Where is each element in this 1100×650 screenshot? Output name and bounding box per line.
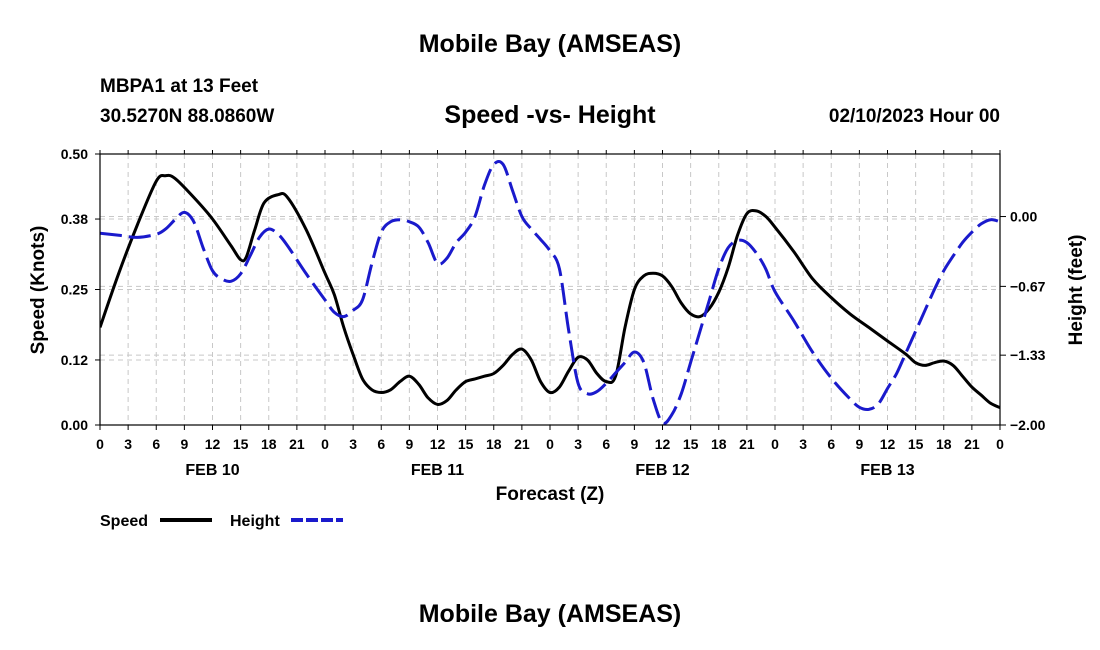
x-tick-label: 15: [233, 436, 249, 452]
legend-label-speed: Speed: [100, 513, 148, 530]
date-label: FEB 12: [635, 462, 689, 479]
date-label: FEB 13: [860, 462, 914, 479]
y-right-tick-label: 0.00: [1010, 209, 1037, 225]
height-series-line: [100, 159, 1000, 425]
x-tick-label: 6: [827, 436, 835, 452]
x-tick-label: 0: [321, 436, 329, 452]
x-tick-label: 18: [711, 436, 727, 452]
x-tick-label: 21: [289, 436, 305, 452]
x-tick-label: 9: [630, 436, 638, 452]
station-label: MBPA1 at 13 Feet: [100, 76, 259, 97]
x-tick-label: 15: [908, 436, 924, 452]
x-axis-label: Forecast (Z): [496, 484, 605, 505]
y-left-tick-label: 0.38: [61, 211, 88, 227]
x-tick-label: 6: [602, 436, 610, 452]
x-tick-label: 6: [152, 436, 160, 452]
y-right-tick-label: −0.67: [1010, 278, 1046, 294]
y-axis-right-label: Height (feet): [1066, 235, 1087, 346]
y-right-tick-label: −1.33: [1010, 347, 1046, 363]
axes-layer: 0 3 6 9 12 15 18 21 0 3 6 9 12 15 18 21 0 3 6 9 12 15 18 21 0 3 6 9…: [61, 146, 1046, 479]
x-tick-label: 9: [855, 436, 863, 452]
series-layer: [100, 159, 1000, 425]
x-tick-label: 12: [430, 436, 446, 452]
x-tick-label: 12: [880, 436, 896, 452]
station-coordinates: 30.5270N 88.0860W: [100, 106, 275, 127]
speed-series-line: [100, 173, 1000, 410]
date-label: FEB 10: [185, 462, 239, 479]
x-tick-label: 3: [574, 436, 582, 452]
date-label: FEB 11: [411, 462, 464, 479]
x-tick-label: 21: [739, 436, 755, 452]
x-tick-label: 3: [349, 436, 357, 452]
x-tick-label: 9: [405, 436, 413, 452]
legend: Speed Height: [100, 513, 343, 530]
x-tick-label: 18: [486, 436, 502, 452]
y-left-tick-label: 0.50: [61, 146, 88, 162]
chart-main-title: Mobile Bay (AMSEAS): [418, 30, 682, 58]
chart-subtitle: Speed -vs- Height: [444, 101, 656, 129]
y-right-tick-label: −2.00: [1010, 417, 1046, 433]
y-left-tick-label: 0.12: [61, 352, 88, 368]
x-tick-label: 0: [546, 436, 554, 452]
y-left-tick-label: 0.00: [61, 417, 88, 433]
forecast-timestamp: 02/10/2023 Hour 00: [828, 106, 1000, 127]
x-tick-label: 18: [261, 436, 277, 452]
x-tick-label: 3: [799, 436, 807, 452]
x-tick-label: 0: [771, 436, 779, 452]
next-chart-title: Mobile Bay (AMSEAS): [418, 600, 682, 628]
x-tick-label: 21: [964, 436, 980, 452]
x-tick-label: 9: [180, 436, 188, 452]
y-axis-left-label: Speed (Knots): [28, 226, 49, 355]
x-tick-label: 3: [124, 436, 132, 452]
x-tick-label: 12: [655, 436, 671, 452]
y-left-tick-label: 0.25: [61, 282, 88, 298]
x-tick-label: 0: [996, 436, 1004, 452]
x-tick-label: 18: [936, 436, 952, 452]
x-tick-label: 21: [514, 436, 530, 452]
x-tick-label: 6: [377, 436, 385, 452]
x-tick-label: 12: [205, 436, 221, 452]
x-tick-label: 15: [458, 436, 474, 452]
x-tick-label: 15: [683, 436, 699, 452]
legend-label-height: Height: [230, 513, 280, 530]
x-tick-label: 0: [96, 436, 104, 452]
